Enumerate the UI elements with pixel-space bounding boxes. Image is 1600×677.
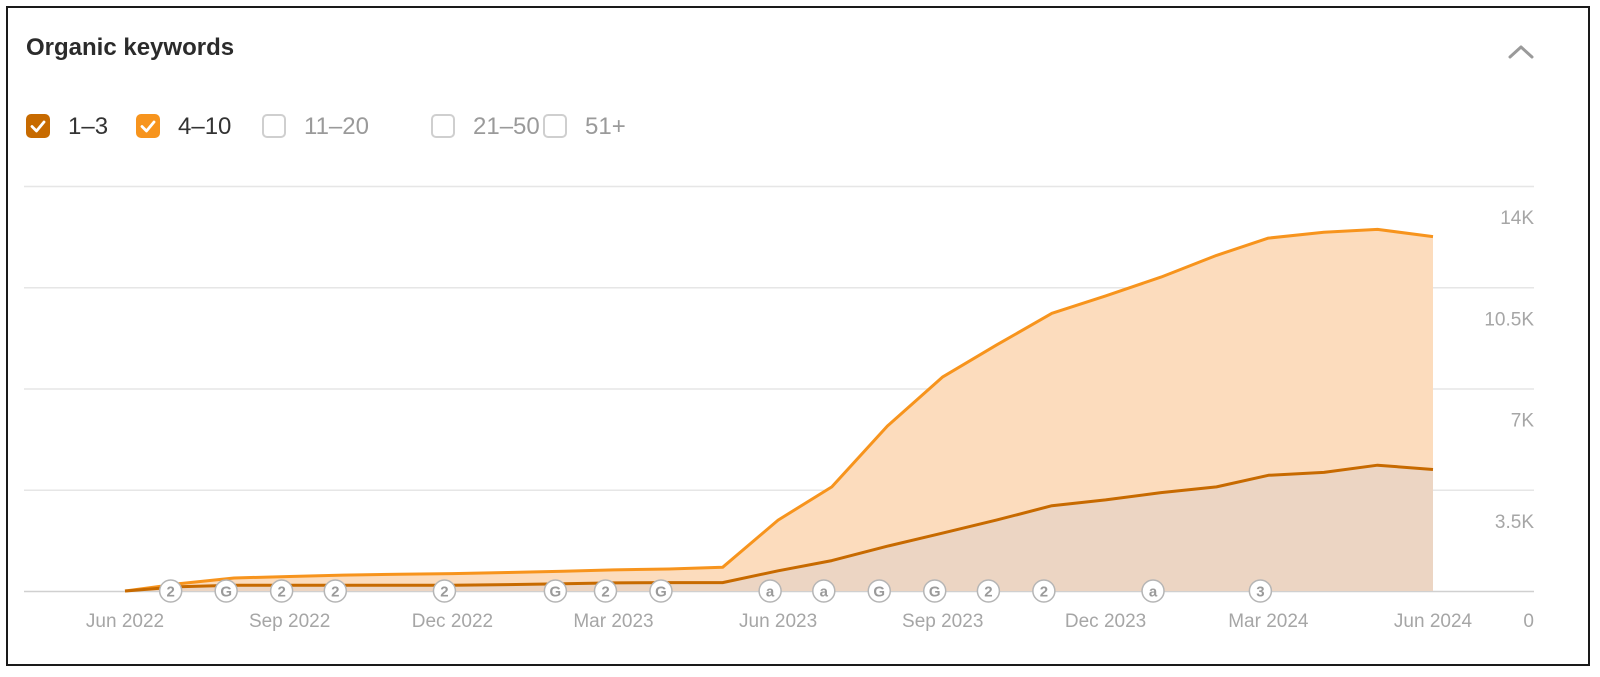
annotation-circle [758,579,782,603]
annotation-label: 2 [601,584,609,601]
legend-label-21-50: 21–50 [473,113,540,140]
annotation-circle [323,579,348,603]
annotation-circle [269,579,294,603]
annotation-label: a [820,584,829,601]
annotation-label: 2 [1040,584,1048,601]
checkbox-4-10[interactable] [136,114,160,138]
annotation-label: G [929,584,941,601]
legend-label-1-3: 1–3 [68,113,109,140]
x-tick-label: Jun 2022 [86,611,164,632]
legend-label-4-10: 4–10 [178,113,232,140]
area-4-10 [125,229,1433,591]
x-tick-label: Sep 2022 [249,611,330,632]
checkbox-11-20[interactable] [262,114,286,138]
annotation-marker: 2 [323,579,348,603]
x-tick-label: Dec 2023 [1065,611,1146,632]
annotation-marker: G [867,579,892,603]
annotation-marker: 3 [1248,579,1273,603]
y-tick-label: 7K [1511,411,1535,432]
y-tick-label: 14K [1500,208,1534,229]
annotation-marker: 2 [158,579,183,603]
annotation-circle [922,579,947,603]
checkbox-1-3[interactable] [26,114,50,138]
annotation-marker: a [812,579,836,603]
annotation-label: G [655,584,667,601]
annotation-marker: G [543,579,568,603]
annotation-marker: G [214,579,238,603]
annotation-circle [1141,579,1165,603]
annotation-circle [649,579,673,603]
annotation-label: 3 [1256,584,1264,601]
annotation-circle [1248,579,1273,603]
widget-title: Organic keywords [26,34,235,61]
checkbox-21-50[interactable] [431,114,455,138]
x-tick-label: Sep 2023 [902,611,983,632]
annotation-label: 2 [167,584,175,601]
annotation-marker: 2 [269,579,294,603]
annotation-circle [1032,579,1056,603]
x-tick-label: Mar 2024 [1228,611,1309,632]
annotation-marker: G [649,579,673,603]
annotation-circle [867,579,892,603]
annotation-marker: 2 [1032,579,1056,603]
y-tick-label: 10.5K [1484,309,1534,330]
x-tick-label: Jun 2024 [1394,611,1473,632]
annotation-marker: a [758,579,782,603]
legend-label-11-20: 11–20 [304,113,369,140]
annotation-circle [593,579,618,603]
annotation-circle [158,579,183,603]
annotation-circle [812,579,836,603]
annotation-circle [214,579,238,603]
annotation-circle [543,579,568,603]
chevron-up-icon[interactable] [1504,36,1538,66]
x-tick-label: Dec 2022 [412,611,493,632]
x-tick-label: Jun 2023 [739,611,817,632]
annotation-marker: G [922,579,947,603]
x-tick-label: Mar 2023 [573,611,653,632]
annotation-marker: 2 [976,579,1001,603]
annotation-label: G [873,584,885,601]
annotation-marker: 2 [593,579,618,603]
series-line-4-10 [124,227,1434,593]
annotation-label: 2 [277,584,285,601]
annotation-label: 2 [440,584,448,601]
annotation-label: a [1149,584,1158,601]
annotation-label: 2 [331,584,339,601]
y-tick-label: 3.5K [1495,512,1534,533]
annotation-marker: a [1141,579,1165,603]
annotation-label: G [550,584,562,601]
annotation-label: 2 [984,584,992,601]
annotation-circle [976,579,1001,603]
annotation-label: G [220,584,232,601]
area-1-3 [125,465,1433,591]
legend-label-51-plus: 51+ [585,113,626,140]
y-tick-label: 0 [1523,611,1534,632]
annotation-label: a [766,584,775,601]
annotation-circle [432,579,457,603]
checkbox-51-plus[interactable] [543,114,567,138]
annotation-marker: 2 [432,579,457,603]
